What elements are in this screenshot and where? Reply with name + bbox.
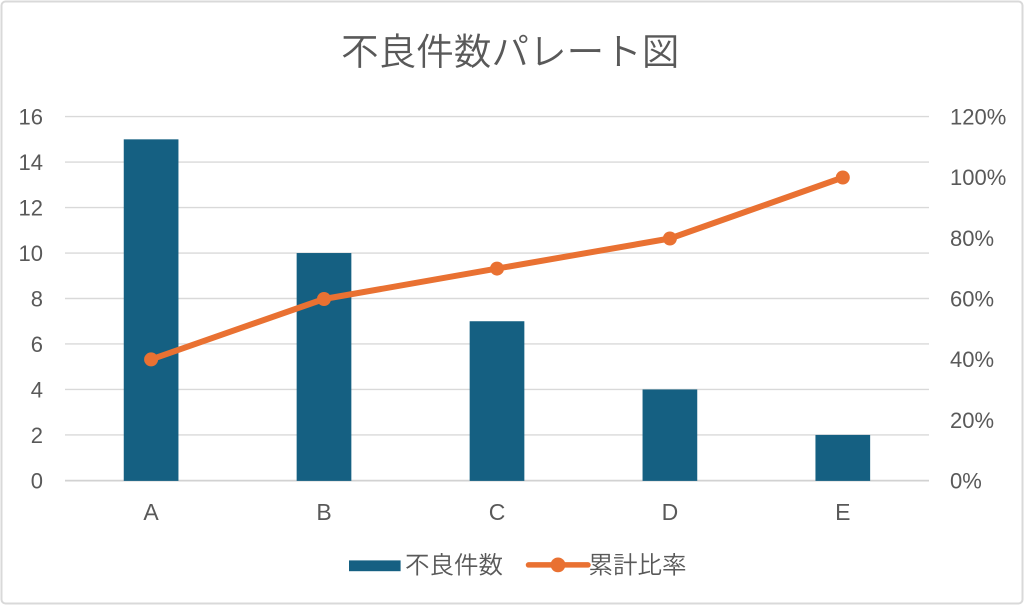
- svg-text:80%: 80%: [950, 226, 994, 251]
- svg-text:8: 8: [31, 287, 43, 312]
- svg-text:E: E: [835, 499, 850, 525]
- svg-text:0%: 0%: [950, 468, 982, 493]
- svg-text:A: A: [143, 499, 159, 525]
- svg-text:40%: 40%: [950, 347, 994, 372]
- svg-text:120%: 120%: [950, 105, 1006, 130]
- svg-text:6: 6: [31, 332, 43, 357]
- svg-text:60%: 60%: [950, 287, 994, 312]
- svg-text:10: 10: [19, 241, 43, 266]
- svg-text:B: B: [316, 499, 331, 525]
- svg-text:2: 2: [31, 423, 43, 448]
- svg-text:20%: 20%: [950, 408, 994, 433]
- svg-text:4: 4: [31, 377, 43, 402]
- svg-text:12: 12: [19, 196, 43, 221]
- svg-text:100%: 100%: [950, 165, 1006, 190]
- svg-text:14: 14: [19, 150, 43, 175]
- svg-text:D: D: [662, 499, 679, 525]
- svg-text:16: 16: [19, 105, 43, 130]
- svg-text:C: C: [489, 499, 506, 525]
- svg-text:0: 0: [31, 468, 43, 493]
